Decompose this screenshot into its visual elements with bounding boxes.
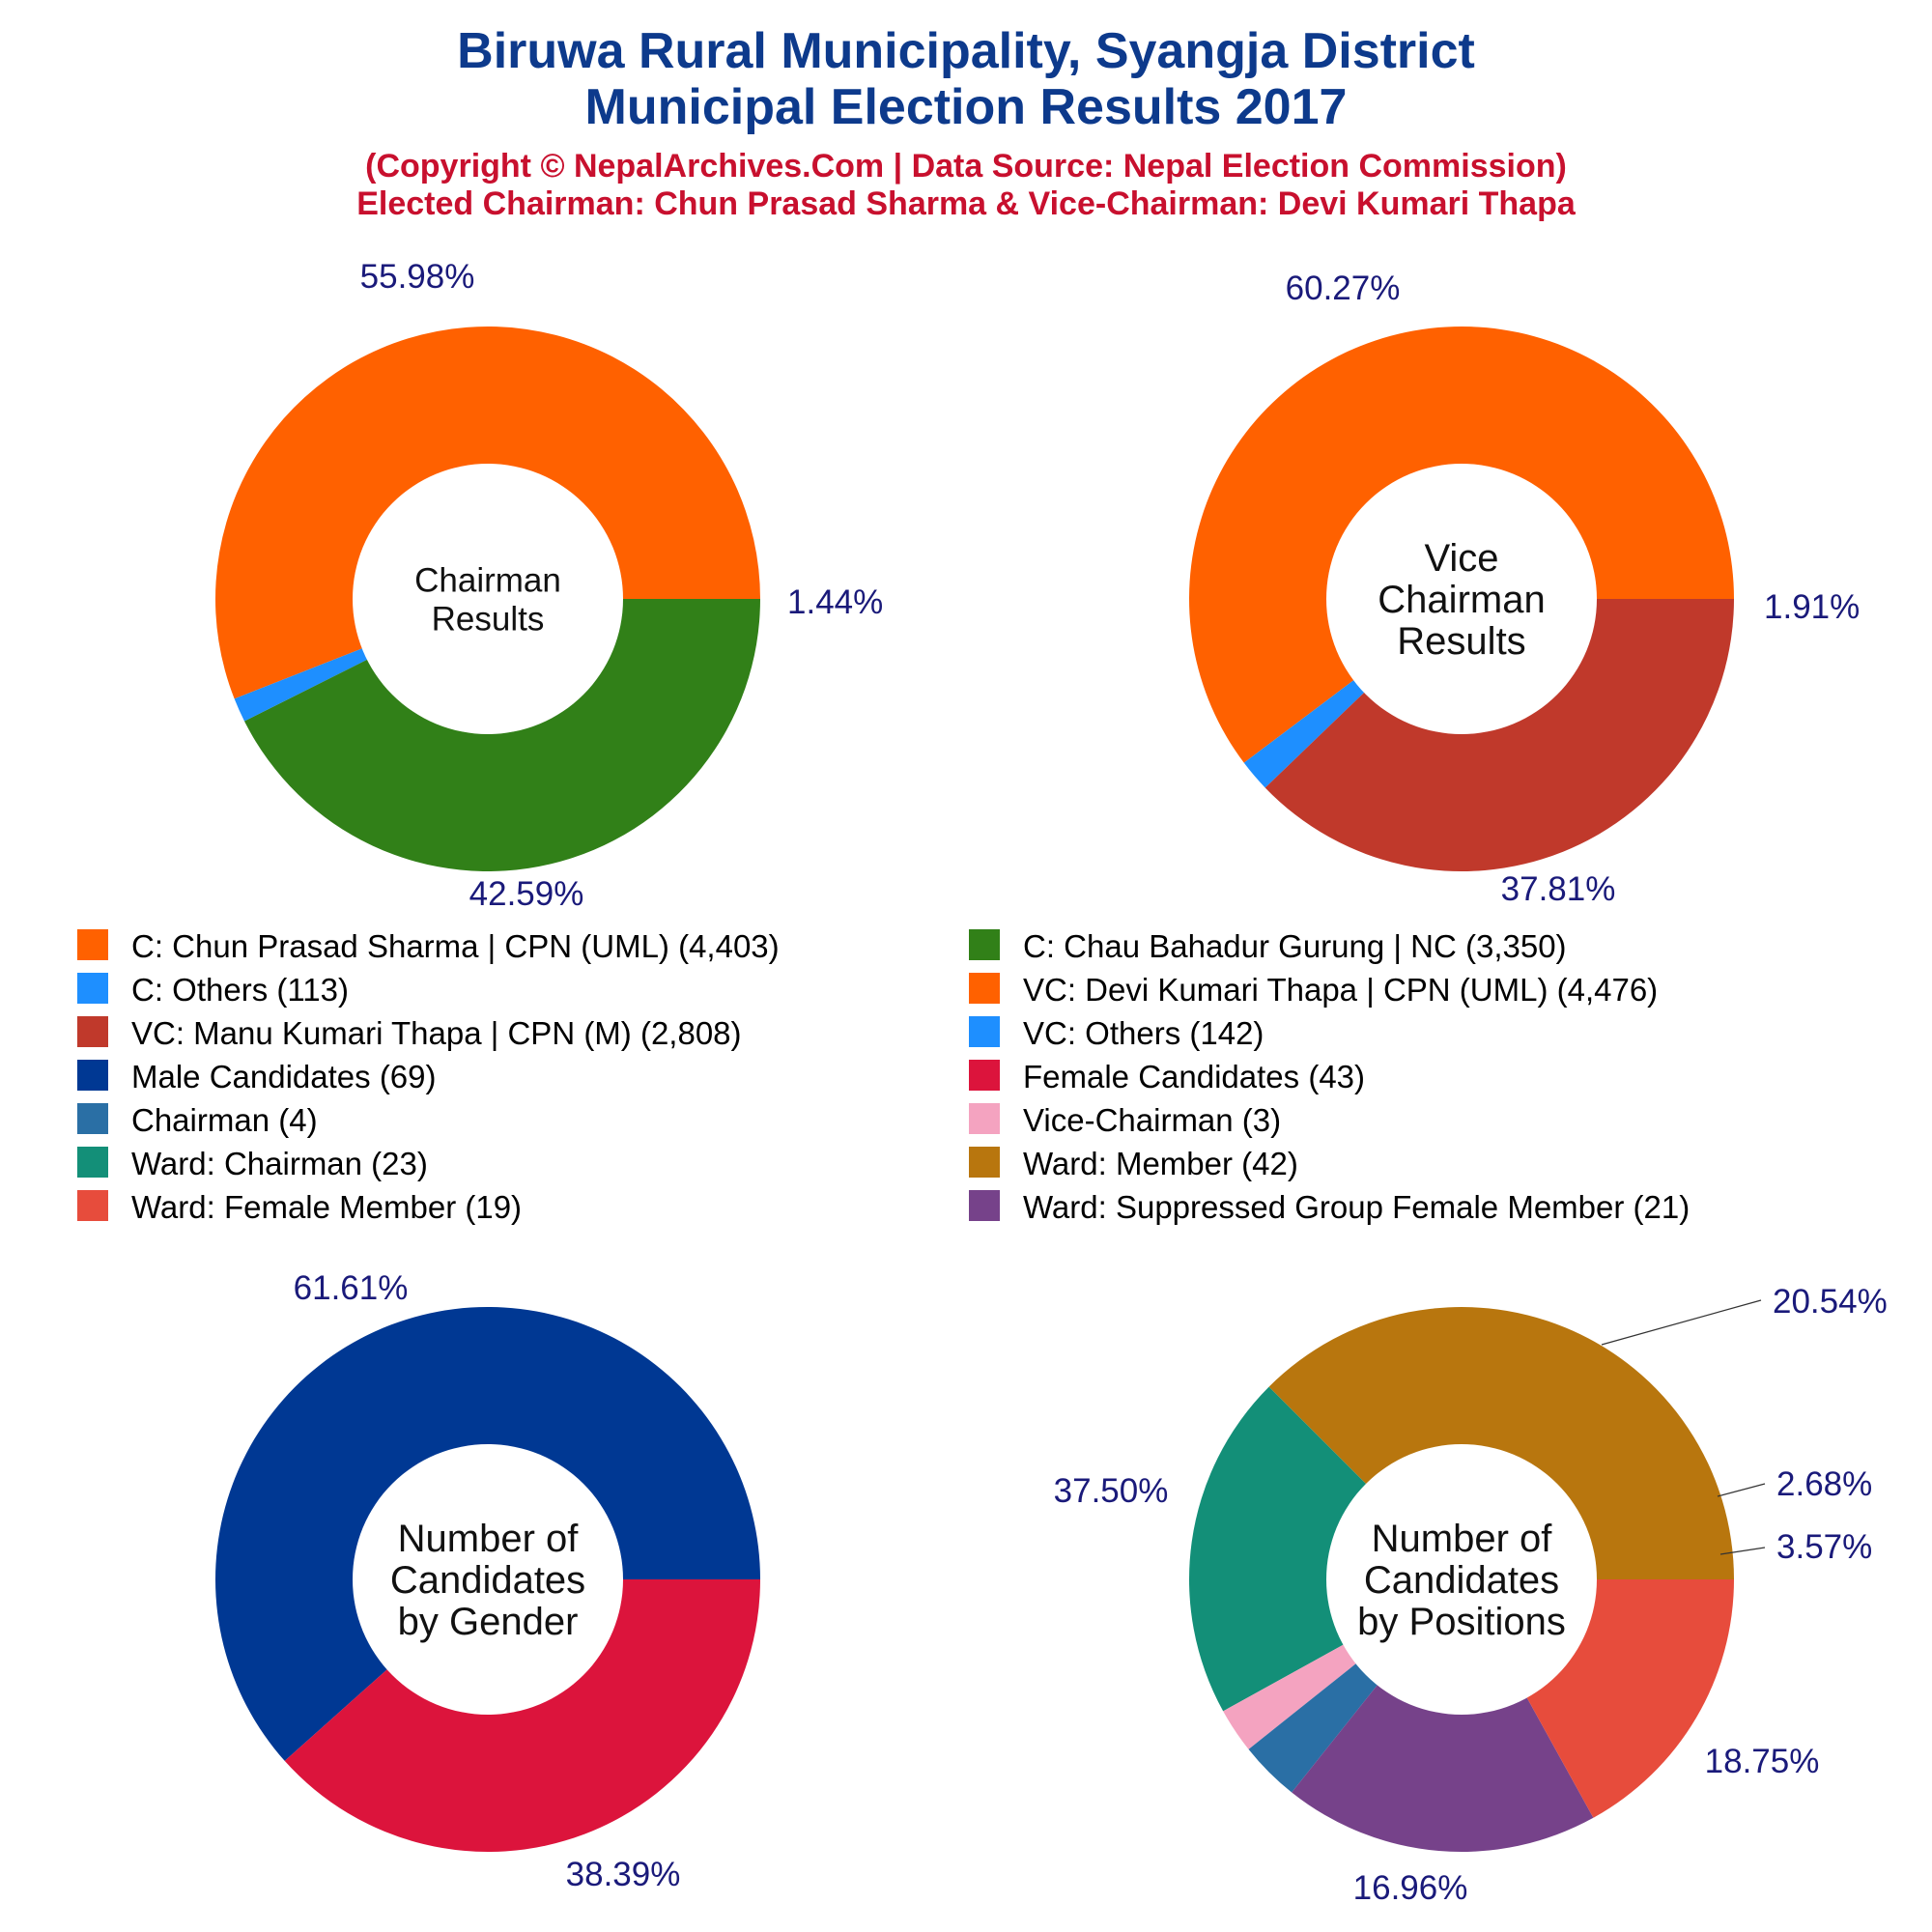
- legend-swatch: [969, 929, 1000, 960]
- slice-4-1: [1268, 1307, 1734, 1579]
- donut-hole: [1326, 1444, 1597, 1715]
- legend-label: C: Chau Bahadur Gurung | NC (3,350): [1023, 928, 1567, 964]
- legend-swatch: [77, 1016, 108, 1047]
- legend-label: Female Candidates (43): [1023, 1059, 1365, 1094]
- legend: C: Chun Prasad Sharma | CPN (UML) (4,403…: [77, 928, 1690, 1225]
- slice-percent-label: 37.50%: [1054, 1472, 1169, 1510]
- chart-title-line-2: Municipal Election Results 2017: [585, 79, 1348, 135]
- legend-swatch: [969, 973, 1000, 1004]
- legend-label: Male Candidates (69): [131, 1059, 437, 1094]
- slice-3-2: [284, 1579, 760, 1852]
- legend-entry: VC: Manu Kumari Thapa | CPN (M) (2,808): [77, 1015, 742, 1051]
- slice-percent-label: 61.61%: [294, 1269, 409, 1307]
- leader-line: [1719, 1547, 1766, 1555]
- donut-center-label: Results: [432, 600, 545, 638]
- donut-hole: [353, 464, 623, 734]
- legend-label: Vice-Chairman (3): [1023, 1102, 1281, 1138]
- slice-percent-label: 37.81%: [1501, 870, 1616, 908]
- legend-entry: Ward: Chairman (23): [77, 1146, 428, 1181]
- donut-center-label: Vice: [1424, 537, 1498, 580]
- legend-label: VC: Others (142): [1023, 1015, 1264, 1051]
- legend-label: Ward: Member (42): [1023, 1146, 1298, 1181]
- legend-entry: Ward: Member (42): [969, 1146, 1298, 1181]
- slice-percent-label: 42.59%: [469, 875, 584, 913]
- legend-entry: Chairman (4): [77, 1102, 318, 1138]
- legend-entry: VC: Devi Kumari Thapa | CPN (UML) (4,476…: [969, 972, 1658, 1008]
- donut-hole: [1326, 464, 1597, 734]
- donut-center-label: by Positions: [1357, 1601, 1566, 1643]
- legend-swatch: [969, 1060, 1000, 1091]
- legend-label: Ward: Chairman (23): [131, 1146, 428, 1181]
- legend-entry: Male Candidates (69): [77, 1059, 437, 1094]
- donut-center-label: Results: [1397, 620, 1525, 663]
- donut-center-label: Number of: [1372, 1518, 1553, 1560]
- slice-percent-label: 1.91%: [1764, 588, 1860, 626]
- legend-label: VC: Devi Kumari Thapa | CPN (UML) (4,476…: [1023, 972, 1658, 1008]
- slice-4-2: [1189, 1386, 1462, 1712]
- legend-entry: C: Chun Prasad Sharma | CPN (UML) (4,403…: [77, 928, 780, 964]
- legend-swatch: [77, 973, 108, 1004]
- legend-entry: C: Chau Bahadur Gurung | NC (3,350): [969, 928, 1567, 964]
- slice-percent-label: 16.96%: [1353, 1869, 1468, 1907]
- donut-center-label: Candidates: [390, 1559, 585, 1602]
- slice-percent-label: 2.68%: [1776, 1465, 1872, 1503]
- legend-entry: VC: Others (142): [969, 1015, 1264, 1051]
- legend-swatch: [969, 1103, 1000, 1134]
- donut-center-label: Candidates: [1364, 1559, 1559, 1602]
- slice-percent-label: 38.39%: [566, 1856, 681, 1893]
- donut-chart-4: 37.50% 20.54% 2.68% 3.57% 18.75% 16.96% Number…: [1054, 1283, 1888, 1907]
- slice-percent-label: 55.98%: [360, 258, 475, 296]
- donut-center-label: Chairman: [1378, 579, 1545, 621]
- chart-subtitle-line-1: (Copyright © NepalArchives.Com | Data So…: [365, 148, 1567, 185]
- chart-title-line-1: Biruwa Rural Municipality, Syangja Distr…: [457, 23, 1475, 79]
- legend-swatch: [77, 929, 108, 960]
- donut-center-label: Number of: [398, 1518, 580, 1560]
- legend-label: C: Others (113): [131, 972, 349, 1008]
- legend-entry: Ward: Female Member (19): [77, 1189, 522, 1225]
- legend-label: Ward: Female Member (19): [131, 1189, 522, 1225]
- legend-swatch: [77, 1190, 108, 1221]
- legend-swatch: [77, 1147, 108, 1178]
- donut-center-label: Chairman: [414, 561, 561, 599]
- legend-swatch: [77, 1060, 108, 1091]
- legend-swatch: [969, 1016, 1000, 1047]
- slice-percent-label: 18.75%: [1705, 1743, 1820, 1780]
- donut-charts: 55.98%1.44%42.59%ChairmanResults60.27%1.…: [214, 258, 1888, 1907]
- donut-center-label: by Gender: [398, 1601, 579, 1643]
- legend-label: Chairman (4): [131, 1102, 318, 1138]
- donut-hole: [353, 1444, 623, 1715]
- legend-entry: Vice-Chairman (3): [969, 1102, 1281, 1138]
- slice-percent-label: 3.57%: [1776, 1528, 1872, 1566]
- legend-label: C: Chun Prasad Sharma | CPN (UML) (4,403…: [131, 928, 780, 964]
- legend-entry: Female Candidates (43): [969, 1059, 1365, 1094]
- legend-label: VC: Manu Kumari Thapa | CPN (M) (2,808): [131, 1015, 742, 1051]
- slice-percent-label: 60.27%: [1286, 270, 1401, 307]
- legend-entry: Ward: Suppressed Group Female Member (21…: [969, 1189, 1690, 1225]
- legend-entry: C: Others (113): [77, 972, 349, 1008]
- slice-2-3: [1264, 599, 1734, 871]
- leader-line: [1717, 1483, 1766, 1497]
- slice-percent-label: 1.44%: [787, 583, 883, 621]
- slice-percent-label: 20.54%: [1773, 1283, 1888, 1321]
- legend-swatch: [969, 1190, 1000, 1221]
- leader-line: [1601, 1299, 1762, 1346]
- chart-subtitle-line-2: Elected Chairman: Chun Prasad Sharma & V…: [356, 185, 1577, 222]
- legend-swatch: [969, 1147, 1000, 1178]
- slice-4-5: [1292, 1579, 1594, 1852]
- legend-label: Ward: Suppressed Group Female Member (21…: [1023, 1189, 1690, 1225]
- legend-swatch: [77, 1103, 108, 1134]
